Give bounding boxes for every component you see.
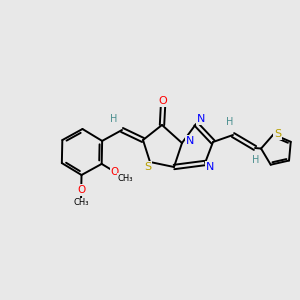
Text: S: S <box>144 162 152 172</box>
Text: CH₃: CH₃ <box>73 199 89 208</box>
Text: O: O <box>159 96 167 106</box>
Text: CH₃: CH₃ <box>118 174 134 183</box>
Text: H: H <box>226 117 234 127</box>
Text: N: N <box>206 162 214 172</box>
Text: N: N <box>186 136 194 146</box>
Text: O: O <box>110 167 118 177</box>
Text: H: H <box>252 155 260 165</box>
Text: N: N <box>197 114 205 124</box>
Text: O: O <box>77 185 85 195</box>
Text: S: S <box>274 129 281 140</box>
Text: H: H <box>110 114 118 124</box>
